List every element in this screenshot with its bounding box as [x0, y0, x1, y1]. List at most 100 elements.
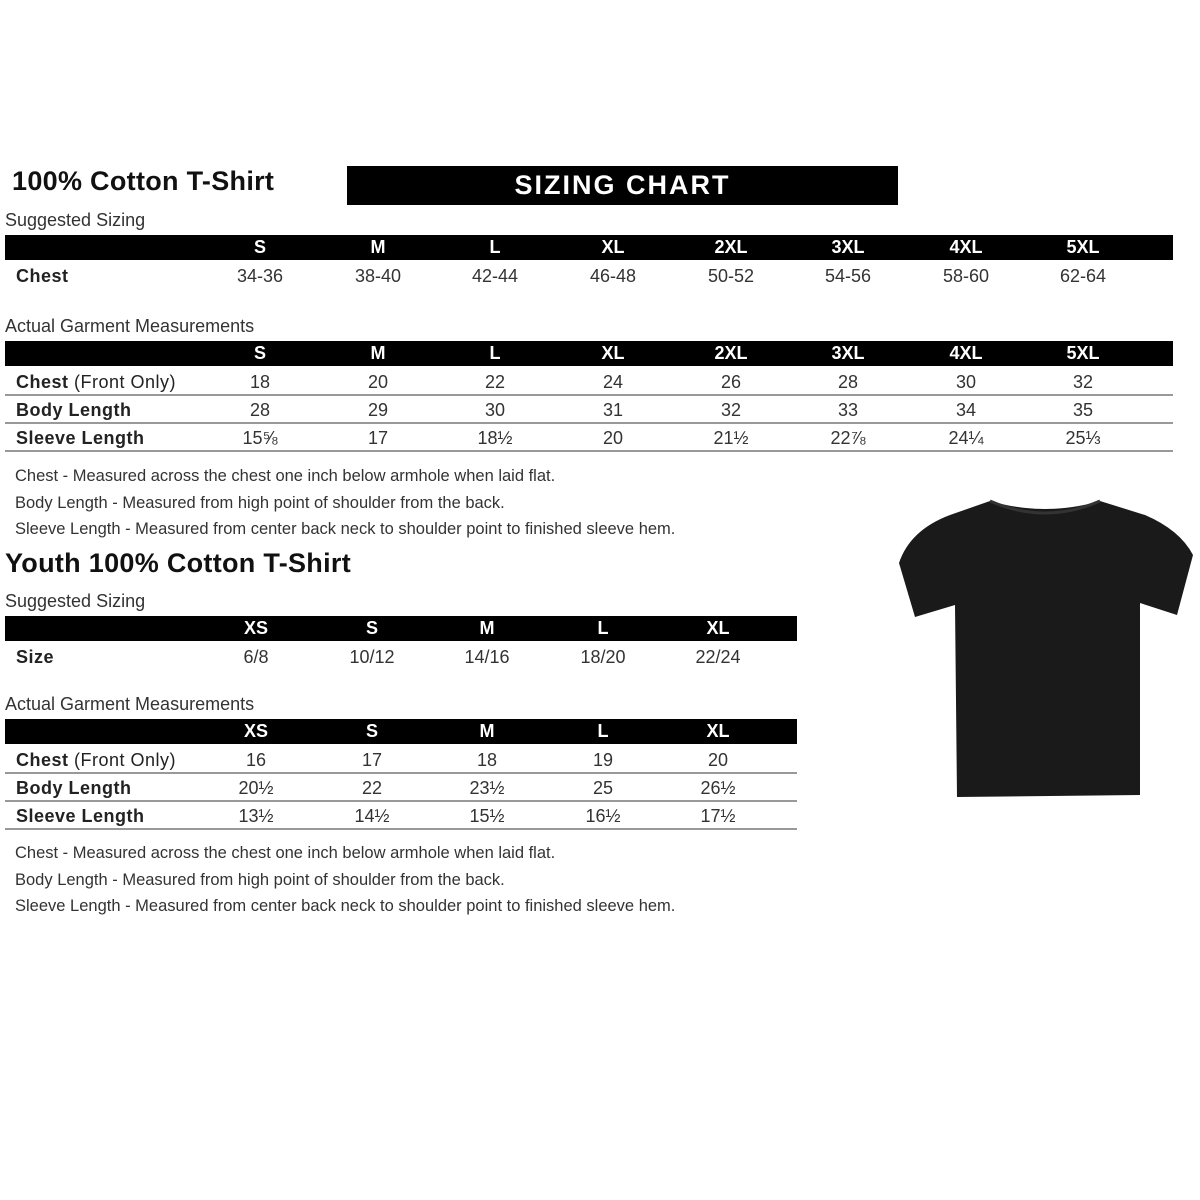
table-cell: 14/16	[464, 647, 510, 667]
table-row: Body Length 28 29 30 31 32 33 34 35	[5, 396, 1173, 424]
table-cell: 6/8	[243, 647, 269, 667]
table-cell: 14½	[354, 806, 390, 826]
adult-title: 100% Cotton T-Shirt	[12, 166, 275, 196]
table-cell: 54-56	[824, 266, 872, 286]
row-label-text: Sleeve Length	[16, 428, 145, 448]
table-cell: 21½	[713, 428, 749, 448]
table-cell: 15⅝	[242, 428, 278, 448]
size-header-s: S	[253, 343, 266, 363]
table-cell: 30	[955, 372, 977, 392]
row-label-note: (Front Only)	[74, 750, 177, 770]
row-divider	[5, 394, 1173, 396]
table-row: Chest (Front Only) 16 17 18 19 20	[5, 746, 797, 774]
table-cell: 30	[484, 400, 506, 420]
size-header-bar: XS S M L XL	[5, 719, 797, 744]
size-header-3xl: 3XL	[831, 237, 865, 257]
size-header-s: S	[365, 618, 378, 638]
table-cell: 17	[367, 428, 389, 448]
size-header-xl: XL	[706, 618, 730, 638]
size-header-m: M	[479, 721, 495, 741]
size-header-xl: XL	[706, 721, 730, 741]
row-label: Chest	[16, 262, 69, 290]
size-header-l: L	[597, 721, 609, 741]
size-header-2xl: 2XL	[714, 343, 748, 363]
table-cell: 33	[837, 400, 859, 420]
table-cell: 22	[484, 372, 506, 392]
size-header-bar: S M L XL 2XL 3XL 4XL 5XL	[5, 341, 1173, 366]
size-header-bar: XS S M L XL	[5, 616, 797, 641]
adult-suggested-table: S M L XL 2XL 3XL 4XL 5XL Chest 34-36 38-40 42-44 46-…	[5, 235, 1173, 286]
row-label-text: Sleeve Length	[16, 806, 145, 826]
table-cell: 32	[1072, 372, 1094, 392]
row-divider	[5, 800, 797, 802]
size-header-2xl: 2XL	[714, 237, 748, 257]
youth-suggested-label: Suggested Sizing	[5, 591, 146, 611]
youth-title: Youth 100% Cotton T-Shirt	[5, 548, 351, 578]
table-row: Size 6/8 10/12 14/16 18/20 22/24	[5, 643, 797, 671]
table-cell: 18/20	[580, 647, 626, 667]
row-label-text: Chest	[16, 372, 69, 392]
size-header-4xl: 4XL	[949, 343, 983, 363]
size-header-s: S	[365, 721, 378, 741]
table-cell: 50-52	[707, 266, 755, 286]
note-line: Chest - Measured across the chest one in…	[15, 844, 556, 862]
row-label-text: Body Length	[16, 400, 132, 420]
note-line: Body Length - Measured from high point o…	[15, 870, 505, 889]
table-cell: 20	[707, 750, 729, 770]
table-row: Chest 34-36 38-40 42-44 46-48 50-52 54-56 58-60…	[5, 262, 1173, 290]
size-header-5xl: 5XL	[1066, 237, 1100, 257]
row-label-text: Chest	[16, 750, 69, 770]
tshirt-image	[899, 499, 1193, 797]
table-cell: 16	[245, 750, 267, 770]
adult-actual-label: Actual Garment Measurements	[5, 316, 255, 336]
table-row: Sleeve Length 13½ 14½ 15½ 16½ 17½	[5, 802, 797, 830]
size-header-s: S	[253, 237, 266, 257]
youth-suggested-table: XS S M L XL Size 6/8 10/12 14/16 18/20 22/24	[5, 616, 797, 667]
row-label: Size	[16, 643, 54, 671]
table-row: Body Length 20½ 22 23½ 25 26½	[5, 774, 797, 802]
table-cell: 17	[361, 750, 383, 770]
note-line: Chest - Measured across the chest one in…	[15, 467, 556, 485]
size-header-xs: XS	[243, 721, 268, 741]
size-header-4xl: 4XL	[949, 237, 983, 257]
size-header-m: M	[479, 618, 495, 638]
table-cell: 18	[249, 372, 271, 392]
size-header-bar: S M L XL 2XL 3XL 4XL 5XL	[5, 235, 1173, 260]
table-cell: 62-64	[1059, 266, 1107, 286]
table-cell: 22⅞	[830, 428, 866, 448]
row-label: Body Length	[16, 774, 132, 802]
row-label-text: Chest	[16, 266, 69, 286]
size-header-m: M	[370, 343, 386, 363]
table-cell: 23½	[469, 778, 505, 798]
table-cell: 46-48	[589, 266, 637, 286]
table-cell: 15½	[469, 806, 505, 826]
table-cell: 29	[367, 400, 389, 420]
table-cell: 26	[720, 372, 742, 392]
table-cell: 22/24	[695, 647, 741, 667]
table-cell: 25	[592, 778, 614, 798]
table-cell: 26½	[700, 778, 736, 798]
table-cell: 16½	[585, 806, 621, 826]
row-divider	[5, 422, 1173, 424]
row-label-text: Size	[16, 647, 55, 667]
table-cell: 24¼	[948, 428, 984, 448]
size-header-xs: XS	[243, 618, 268, 638]
row-divider	[5, 828, 797, 830]
table-cell: 20	[367, 372, 389, 392]
table-cell: 35	[1072, 400, 1094, 420]
youth-actual-table: XS S M L XL Chest (Front Only) 16 17 18 19 20 Body …	[5, 719, 797, 830]
table-cell: 13½	[238, 806, 274, 826]
size-header-xl: XL	[601, 343, 625, 363]
table-row: Chest (Front Only) 18 20 22 24 26 28 30 32	[5, 368, 1173, 396]
row-label: Chest (Front Only)	[16, 746, 176, 774]
table-cell: 28	[249, 400, 271, 420]
row-label: Sleeve Length	[16, 424, 145, 452]
note-line: Sleeve Length - Measured from center bac…	[15, 897, 676, 915]
table-row: Sleeve Length 15⅝ 17 18½ 20 21½ 22⅞ 24¼ 25⅓	[5, 424, 1173, 452]
table-cell: 34	[955, 400, 977, 420]
table-cell: 18½	[477, 428, 513, 448]
adult-suggested-label: Suggested Sizing	[5, 210, 146, 230]
table-cell: 18	[476, 750, 498, 770]
note-line: Body Length - Measured from high point o…	[15, 493, 505, 512]
